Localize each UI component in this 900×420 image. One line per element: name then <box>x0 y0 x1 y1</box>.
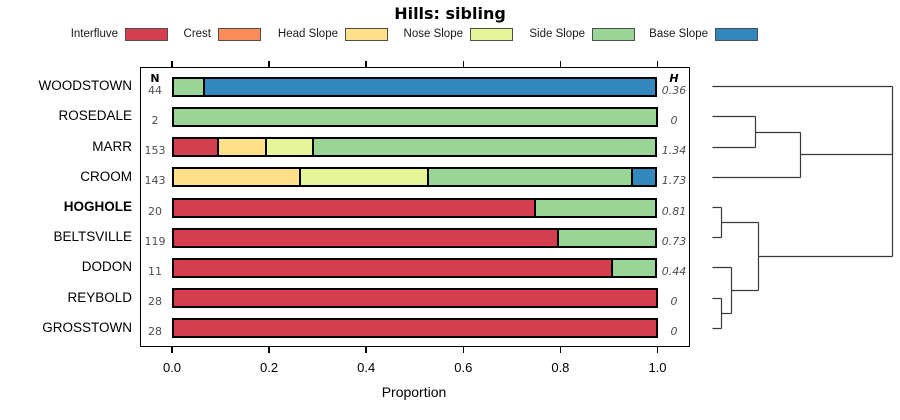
legend-label: Head Slope <box>277 28 338 40</box>
legend-item: Head Slope <box>278 27 388 41</box>
n-value: 20 <box>148 204 162 218</box>
legend-label: Base Slope <box>649 28 708 40</box>
row-label: CROOM <box>80 168 132 184</box>
legend-swatch-head-slope <box>345 27 388 41</box>
row-label: MARR <box>92 138 132 154</box>
bar-segment-side-slope <box>610 257 657 278</box>
bar-row <box>171 257 659 278</box>
x-tick-label: 1.0 <box>648 360 667 375</box>
bar-segment-base-slope <box>631 167 657 188</box>
legend-item: Interfluve <box>71 27 168 41</box>
h-value: 0 <box>670 113 678 127</box>
h-value: 0.81 <box>661 204 687 218</box>
x-tick-bottom <box>656 346 659 353</box>
n-value: 119 <box>144 234 166 248</box>
x-tick-label: 0.6 <box>454 360 473 375</box>
legend-swatch-side-slope <box>592 27 635 41</box>
legend-swatch-nose-slope <box>470 27 513 41</box>
bar-row <box>171 167 659 188</box>
bar-row <box>171 318 658 339</box>
x-tick-top <box>365 60 367 67</box>
bar-row <box>171 227 659 248</box>
n-value: 28 <box>148 295 162 309</box>
x-tick-bottom <box>268 346 270 353</box>
n-column-header: N <box>150 71 160 85</box>
h-value: 1.73 <box>661 174 687 188</box>
legend-swatch-base-slope <box>715 27 758 41</box>
bar-segment-side-slope <box>312 137 657 158</box>
row-label: BELTSVILLE <box>53 229 132 245</box>
x-tick-label: 0.0 <box>162 360 182 375</box>
legend-label: Interfluve <box>70 28 118 40</box>
n-value: 11 <box>148 264 162 278</box>
n-value: 2 <box>151 113 159 127</box>
n-value: 28 <box>148 325 162 339</box>
x-tick-bottom <box>365 346 367 353</box>
row-label: REYBOLD <box>67 289 132 305</box>
bar-segment-side-slope <box>533 197 657 218</box>
h-column-header: H <box>669 71 679 85</box>
bar-row <box>171 197 659 218</box>
bar-row <box>171 106 658 127</box>
h-value: 0 <box>670 325 678 339</box>
n-value: 44 <box>148 83 162 97</box>
row-label: GROSSTOWN <box>42 319 132 335</box>
x-tick-top <box>462 60 465 67</box>
bar-segment-interfluve <box>171 288 658 309</box>
h-value: 0 <box>670 295 678 309</box>
x-tick-top <box>559 60 562 67</box>
n-value: 143 <box>144 174 166 188</box>
h-value: 0.73 <box>661 234 687 248</box>
h-value: 0.36 <box>661 83 687 97</box>
x-tick-bottom <box>462 346 465 353</box>
x-tick-bottom <box>559 346 562 353</box>
legend-item: Base Slope <box>649 27 758 41</box>
legend-item: Nose Slope <box>404 27 513 41</box>
bar-segment-side-slope <box>556 227 657 248</box>
bar-row <box>171 288 658 309</box>
h-value: 1.34 <box>661 144 687 158</box>
row-label: HOGHOLE <box>63 199 132 214</box>
x-tick-label: 0.4 <box>357 360 376 375</box>
legend-item: Crest <box>184 27 261 41</box>
x-tick-label: 0.2 <box>260 360 279 375</box>
row-label: DODON <box>81 259 132 275</box>
bar-row <box>171 76 659 97</box>
n-value: 153 <box>144 144 166 158</box>
x-tick-top <box>268 60 270 67</box>
legend-label: Nose Slope <box>403 28 463 40</box>
legend-item: Side Slope <box>529 27 635 41</box>
bar-segment-side-slope <box>171 106 658 127</box>
x-tick-label: 0.8 <box>551 360 570 375</box>
bar-segment-interfluve <box>171 318 658 339</box>
row-label: ROSEDALE <box>58 108 132 124</box>
legend-swatch-crest <box>218 27 261 41</box>
row-label: WOODSTOWN <box>38 78 133 94</box>
bar-row <box>171 137 659 158</box>
x-axis-title: Proportion <box>381 384 447 400</box>
x-tick-top <box>171 60 173 67</box>
bar-segment-base-slope <box>202 76 657 97</box>
x-tick-top <box>656 60 659 67</box>
legend-label: Crest <box>183 28 211 40</box>
legend-label: Side Slope <box>529 28 585 40</box>
h-value: 0.44 <box>661 264 687 278</box>
plot-area <box>140 66 690 347</box>
chart-title: Hills: sibling <box>394 4 506 23</box>
x-tick-bottom <box>171 346 173 353</box>
legend-swatch-interfluve <box>125 27 168 41</box>
